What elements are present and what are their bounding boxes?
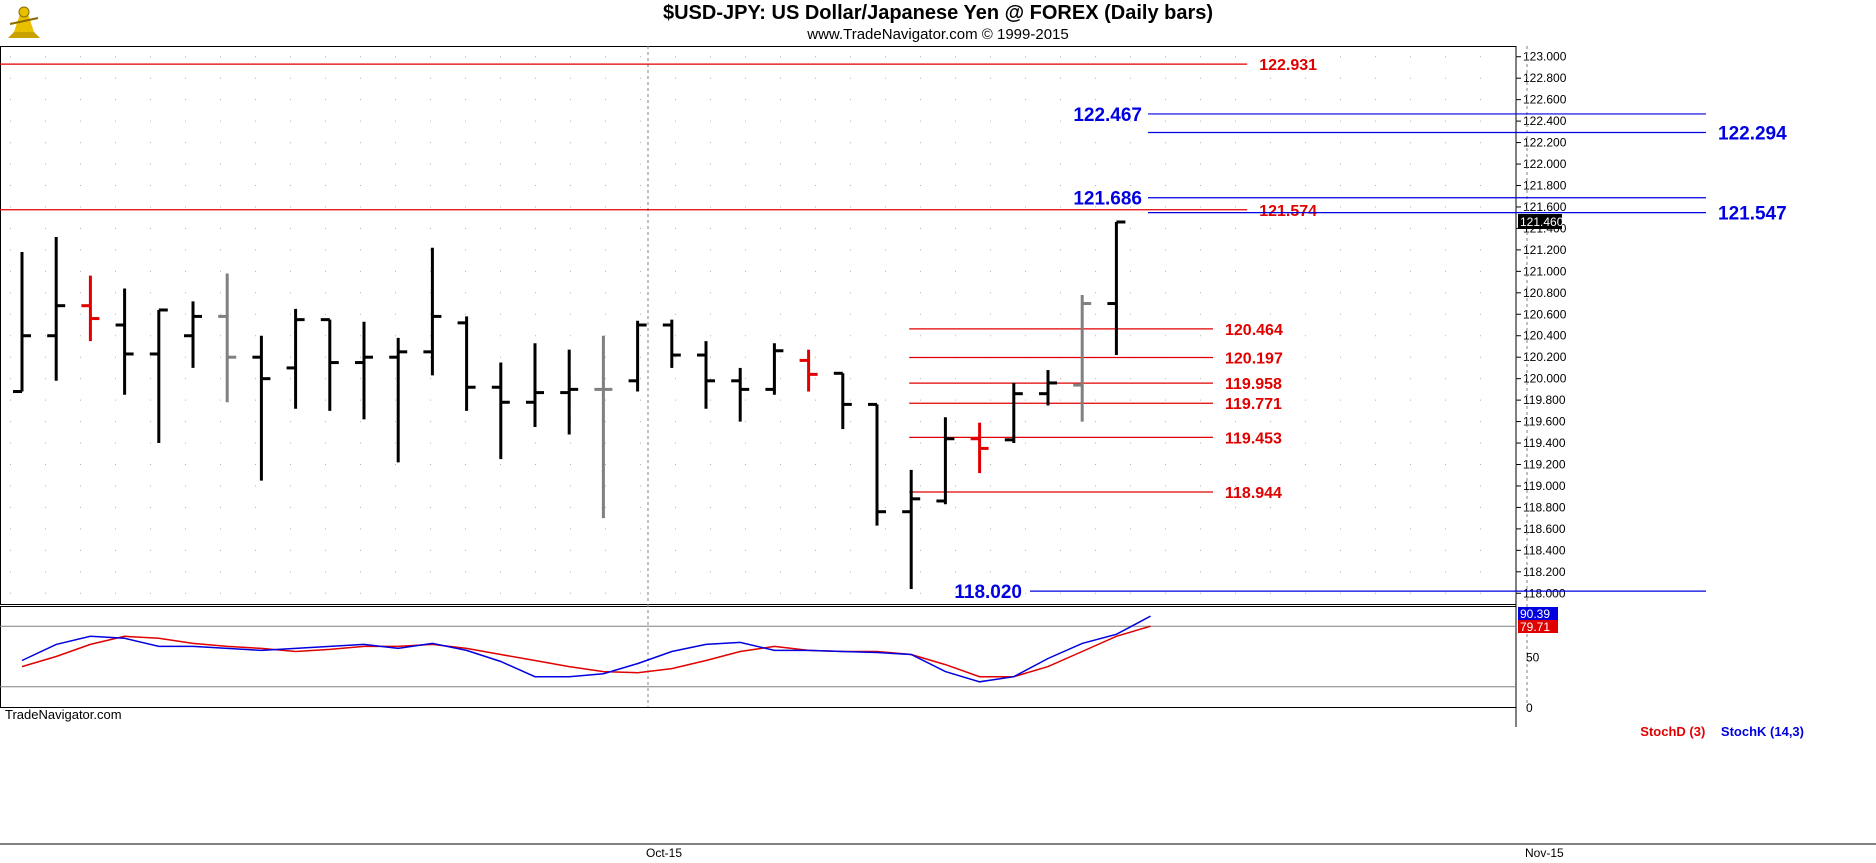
stochastic-legend: StochD (3) StochK (14,3) <box>1640 724 1804 739</box>
watermark: TradeNavigator.com <box>5 707 122 722</box>
price-axis-label: 122.800 <box>1523 71 1567 85</box>
last-price-marker <box>1518 213 1562 229</box>
price-axis-label: 118.400 <box>1523 543 1566 557</box>
price-axis-label: 121.600 <box>1523 200 1567 214</box>
last-price-label: 121.460 <box>1520 215 1564 229</box>
blue-level-label: 122.294 <box>1718 123 1787 144</box>
blue-level-label: 118.020 <box>954 582 1022 603</box>
price-axis-label: 119.600 <box>1523 415 1566 429</box>
stoch-k-line <box>21 615 1151 683</box>
price-axis-label: 118.000 <box>1523 586 1566 600</box>
stochastic-axis-label: 0 <box>1526 701 1533 715</box>
stoch-d-value-marker <box>1518 620 1558 633</box>
price-axis-label: 122.000 <box>1523 157 1567 171</box>
stoch-d-value-label: 79.71 <box>1520 620 1550 634</box>
price-axis-label: 122.400 <box>1523 114 1567 128</box>
chart-subtitle: www.TradeNavigator.com © 1999-2015 <box>807 26 1069 43</box>
stoch-d-line <box>21 625 1151 678</box>
price-axis-label: 118.800 <box>1523 500 1566 514</box>
price-axis-label: 121.000 <box>1523 264 1567 278</box>
price-axis-label: 122.600 <box>1523 93 1567 107</box>
price-axis-label: 120.000 <box>1523 372 1567 386</box>
price-axis-label: 119.000 <box>1523 479 1566 493</box>
date-axis-label: Oct-15 <box>646 846 682 860</box>
stochastic-axis-label: 50 <box>1526 651 1540 665</box>
price-axis-label: 122.200 <box>1523 136 1567 150</box>
price-axis-label: 120.400 <box>1523 329 1567 343</box>
price-axis-label: 120.200 <box>1523 350 1567 364</box>
stoch-k-value-label: 90.39 <box>1520 607 1550 621</box>
price-axis-label: 119.800 <box>1523 393 1566 407</box>
blue-level-label: 122.467 <box>1073 105 1142 126</box>
price-axis-label: 121.800 <box>1523 179 1567 193</box>
chart-header: $USD-JPY: US Dollar/Japanese Yen @ FOREX… <box>0 0 1876 46</box>
red-level-label: 119.771 <box>1225 396 1282 413</box>
stoch-k-legend-label: StochK (14,3) <box>1720 724 1804 739</box>
red-level-label: 119.958 <box>1225 376 1282 393</box>
price-axis-label: 123.000 <box>1523 50 1567 64</box>
price-axis-label: 119.200 <box>1523 458 1566 472</box>
price-axis-label: 119.400 <box>1523 436 1566 450</box>
red-level-label: 121.574 <box>1259 203 1317 220</box>
red-level-label: 118.944 <box>1225 485 1282 502</box>
red-level-label: 122.931 <box>1259 57 1317 74</box>
trade-navigator-logo-icon <box>8 6 40 38</box>
blue-level-label: 121.686 <box>1073 189 1142 210</box>
price-axis-label: 121.200 <box>1523 243 1567 257</box>
stoch-d-legend-label: StochD (3) <box>1640 724 1706 739</box>
price-axis-label: 120.800 <box>1523 286 1567 300</box>
price-axis-label: 118.600 <box>1523 522 1566 536</box>
price-axis-label: 120.600 <box>1523 307 1567 321</box>
blue-level-label: 121.547 <box>1718 204 1787 225</box>
red-level-label: 120.464 <box>1225 322 1283 339</box>
date-axis-label: Nov-15 <box>1525 846 1564 860</box>
red-level-label: 120.197 <box>1225 351 1283 368</box>
stoch-k-value-marker <box>1518 607 1558 620</box>
red-level-label: 119.453 <box>1225 430 1282 447</box>
chart-title: $USD-JPY: US Dollar/Japanese Yen @ FOREX… <box>662 2 1214 24</box>
stochastic-panel-frame <box>0 606 1517 708</box>
price-axis-label: 118.200 <box>1523 565 1566 579</box>
